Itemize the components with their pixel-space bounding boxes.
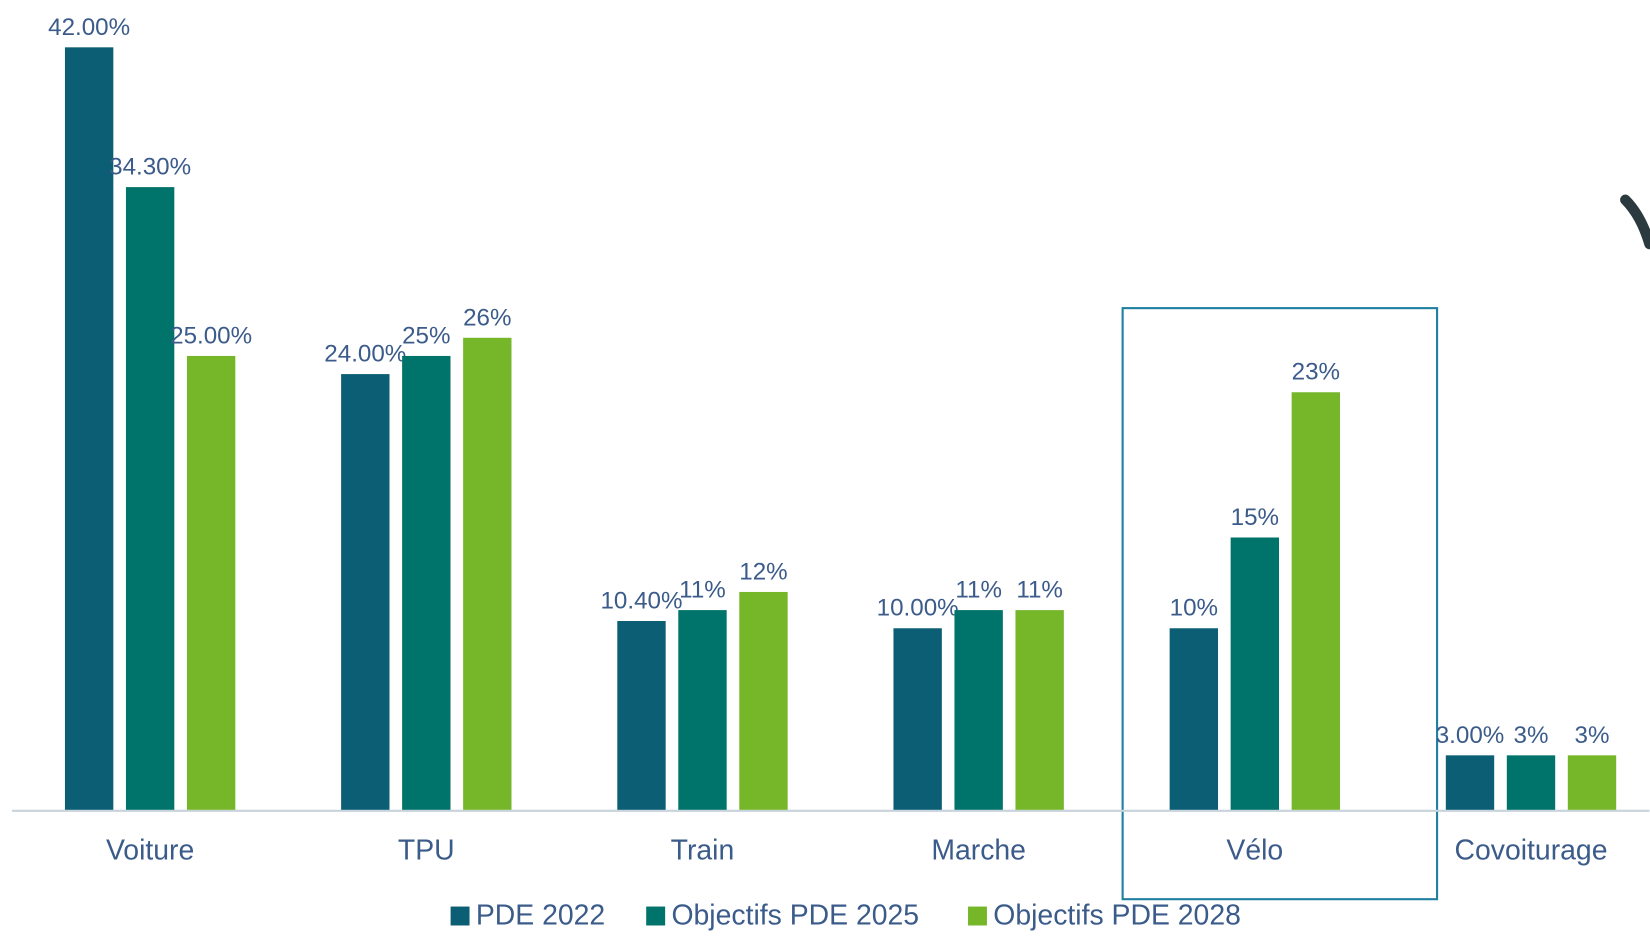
- bar: [402, 356, 450, 810]
- chart: Voiture 42.00% 34.30% 25.00% TPU 24.00%25% 26%…: [0, 0, 1650, 936]
- bar: [1568, 755, 1616, 809]
- legend-swatch: [646, 907, 665, 926]
- x-tick-label: TPU: [398, 834, 455, 866]
- legend-swatch: [968, 907, 987, 926]
- value-label: 25%: [402, 322, 450, 349]
- value-label: 11%: [955, 577, 1002, 604]
- value-label: 3%: [1575, 722, 1610, 749]
- page: {"chart_data": {"type": "bar", "categori…: [0, 0, 1650, 936]
- value-label: 25.00%: [170, 322, 252, 349]
- value-label: 42.00%: [48, 14, 130, 41]
- bar: [1231, 537, 1279, 809]
- bar: [126, 187, 174, 810]
- legend-swatch: [451, 907, 470, 926]
- value-label: 24.00%: [324, 341, 406, 368]
- x-tick-label: Marche: [931, 834, 1026, 866]
- value-label: 10.40%: [600, 587, 682, 614]
- value-label: 34.30%: [109, 154, 191, 181]
- bar: [65, 47, 113, 809]
- value-label: 12%: [739, 558, 787, 585]
- value-label: 15%: [1231, 504, 1279, 531]
- bar: [1507, 755, 1555, 809]
- bar: [617, 621, 665, 810]
- bar: [1015, 610, 1063, 810]
- x-tick-label: Covoiturage: [1454, 834, 1607, 866]
- bar: [893, 628, 941, 810]
- value-label: 26%: [463, 304, 511, 331]
- value-label: 10.00%: [877, 595, 959, 622]
- value-label: 10%: [1170, 595, 1218, 622]
- bar: [341, 374, 389, 810]
- legend-label: Objectifs PDE 2028: [993, 900, 1241, 932]
- bar: [187, 356, 235, 810]
- value-label: 3.00%: [1436, 722, 1505, 749]
- decoration: [1625, 200, 1649, 244]
- value-label: 11%: [1016, 577, 1063, 604]
- value-label: 3%: [1514, 722, 1549, 749]
- value-label: 23%: [1292, 359, 1340, 386]
- bar: [1170, 628, 1218, 810]
- bar: [739, 592, 787, 810]
- x-tick-label: Train: [671, 834, 735, 866]
- bar: [463, 338, 511, 810]
- bar: [1292, 392, 1340, 810]
- x-tick-label: Vélo: [1226, 834, 1283, 866]
- x-tick-label: Voiture: [106, 834, 194, 866]
- legend-label: PDE 2022: [476, 900, 605, 932]
- legend-label: Objectifs PDE 2025: [671, 900, 919, 932]
- bar: [954, 610, 1002, 810]
- value-label: 11%: [679, 577, 726, 604]
- bar: [678, 610, 726, 810]
- bar: [1446, 755, 1494, 809]
